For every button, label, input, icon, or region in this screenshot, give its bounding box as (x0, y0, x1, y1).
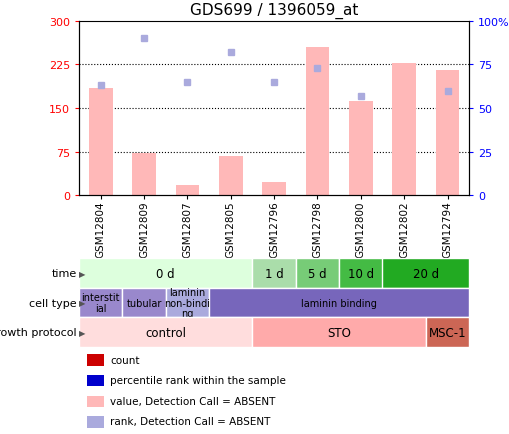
Bar (252, 318, 425, 347)
Text: 20 d: 20 d (412, 267, 438, 280)
Text: time: time (51, 269, 76, 278)
Text: 1 d: 1 d (264, 267, 283, 280)
Bar (87, 375, 104, 386)
Bar (132, 153, 156, 196)
Text: MSC-1: MSC-1 (428, 326, 465, 339)
Title: GDS699 / 1396059_at: GDS699 / 1396059_at (189, 3, 358, 19)
Bar (382, 259, 468, 288)
Bar (425, 318, 468, 347)
Bar (391, 63, 415, 196)
Text: ▶: ▶ (78, 269, 85, 278)
Bar (305, 48, 329, 196)
Text: value, Detection Call = ABSENT: value, Detection Call = ABSENT (110, 396, 275, 406)
Bar (79, 259, 252, 288)
Bar (348, 102, 372, 196)
Bar (175, 186, 199, 196)
Text: 10 d: 10 d (347, 267, 373, 280)
Text: cell type: cell type (29, 298, 76, 308)
Bar (122, 288, 165, 318)
Bar (79, 318, 252, 347)
Text: 5 d: 5 d (307, 267, 326, 280)
Bar (295, 259, 338, 288)
Bar (87, 416, 104, 428)
Text: growth protocol: growth protocol (0, 328, 76, 337)
Bar (87, 396, 104, 407)
Text: control: control (145, 326, 186, 339)
Text: laminin
non-bindi
ng: laminin non-bindi ng (164, 287, 210, 319)
Bar (338, 259, 382, 288)
Text: 0 d: 0 d (156, 267, 175, 280)
Bar (79, 288, 122, 318)
Text: ▶: ▶ (78, 328, 85, 337)
Text: count: count (110, 355, 139, 365)
Text: laminin binding: laminin binding (301, 298, 376, 308)
Bar (209, 288, 468, 318)
Text: percentile rank within the sample: percentile rank within the sample (110, 375, 286, 385)
Text: STO: STO (327, 326, 350, 339)
Text: rank, Detection Call = ABSENT: rank, Detection Call = ABSENT (110, 417, 270, 427)
Bar (218, 156, 242, 196)
Text: tubular: tubular (126, 298, 161, 308)
Bar (262, 183, 286, 196)
Text: ▶: ▶ (78, 299, 85, 307)
Text: interstit
ial: interstit ial (81, 293, 120, 313)
Bar (435, 71, 459, 196)
Bar (165, 288, 209, 318)
Bar (89, 89, 112, 196)
Bar (252, 259, 295, 288)
Bar (87, 355, 104, 366)
